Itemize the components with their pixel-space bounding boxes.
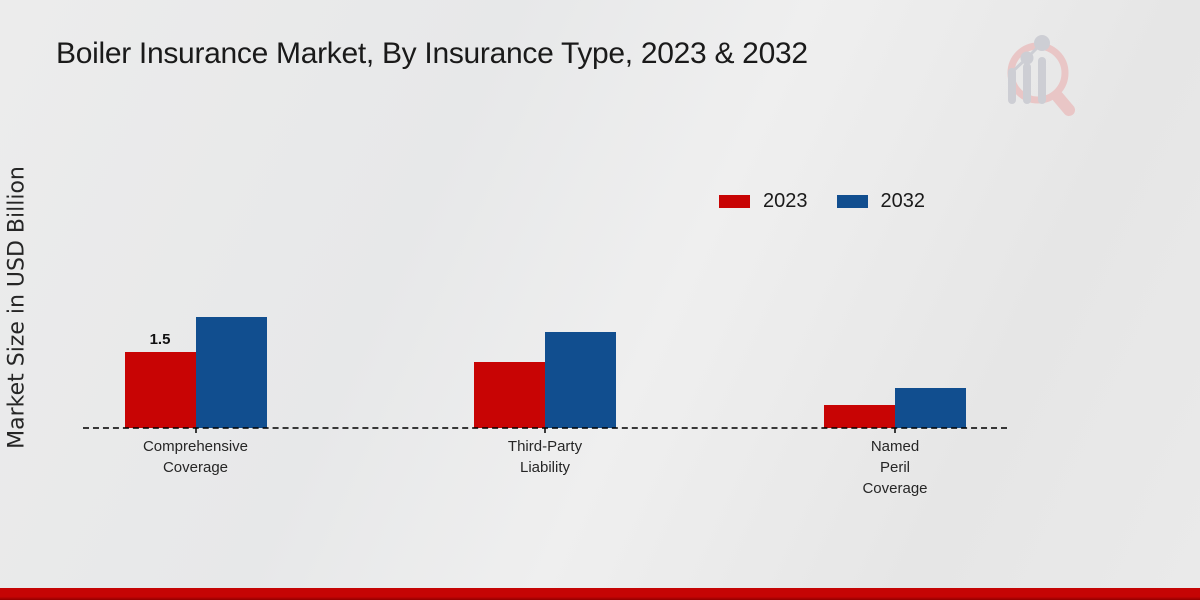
footer-accent-bar xyxy=(0,588,1200,600)
legend-label-2032: 2032 xyxy=(880,190,926,212)
x-axis-tick xyxy=(544,428,546,433)
legend-swatch-2032-icon xyxy=(836,195,868,208)
bar-2023-1 xyxy=(474,362,545,428)
bar-2023-0 xyxy=(124,352,196,428)
bar-2023-2 xyxy=(824,405,895,428)
legend-item-2023: 2023 xyxy=(719,190,808,213)
bar-2032-2 xyxy=(895,388,966,428)
x-axis-tick xyxy=(194,428,197,433)
bar-value-label: 1.5 xyxy=(149,331,171,348)
legend-item-2032: 2032 xyxy=(836,190,926,213)
watermark-logo-icon xyxy=(1007,35,1075,116)
legend: 2023 2032 xyxy=(719,190,925,213)
bar-2032-0 xyxy=(195,317,267,428)
category-label-1: Third-Party Liability xyxy=(507,438,583,476)
category-label-2: Named Peril Coverage xyxy=(862,438,928,497)
legend-swatch-2023-icon xyxy=(719,195,750,208)
x-axis-tick xyxy=(894,428,896,433)
bar-2032-1 xyxy=(545,332,616,428)
category-label-0: Comprehensive Coverage xyxy=(142,438,249,476)
x-axis-line xyxy=(83,427,1007,429)
legend-label-2023: 2023 xyxy=(763,190,808,212)
chart-title: Boiler Insurance Market, By Insurance Ty… xyxy=(56,37,808,70)
